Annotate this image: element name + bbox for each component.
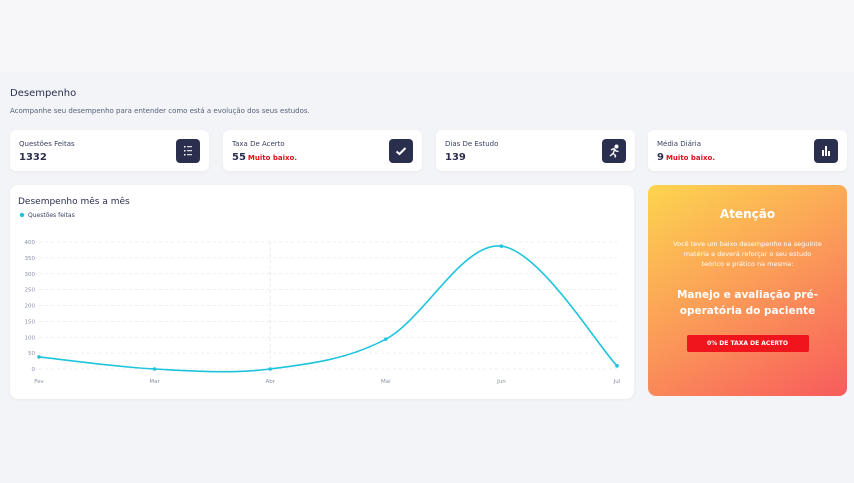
stat-value: 139 <box>445 152 466 163</box>
stat-number: 1332 <box>19 152 47 163</box>
data-point <box>615 364 619 368</box>
y-tick-label: 250 <box>25 288 36 294</box>
stat-number: 55 <box>232 152 246 163</box>
list-icon <box>176 139 200 163</box>
x-tick-label: Abr <box>265 379 275 385</box>
stat-note: Muito baixo. <box>247 154 297 162</box>
top-band <box>0 0 854 72</box>
chart: Desempenho mês a mês Questões feitas 0 50 1… <box>18 196 621 385</box>
stat-value: 1332 <box>19 152 47 163</box>
data-point <box>152 367 157 371</box>
stat-number: 139 <box>445 152 466 163</box>
alert-title: Atenção <box>719 207 776 221</box>
stat-value: 55 Muito baixo. <box>232 152 297 163</box>
y-tick-label: 300 <box>25 272 36 278</box>
stat-note: Muito baixo. <box>665 154 716 162</box>
data-point <box>499 244 504 248</box>
page-title: Desempenho <box>10 88 77 99</box>
run-icon <box>602 139 626 163</box>
stat-label: Dias De Estudo <box>445 140 499 148</box>
x-tick-label: Fev <box>34 379 44 385</box>
x-tick-label: Mar <box>149 379 160 385</box>
bars-icon <box>814 139 838 163</box>
stat-card: Média Diária 9 Muito baixo. <box>648 130 847 171</box>
x-tick-label: Mai <box>381 379 391 385</box>
alert-text: Você teve um baixo desempenho na seguint… <box>673 240 822 268</box>
alert-button[interactable]: 0% DE TAXA DE ACERTO <box>686 335 809 352</box>
data-point <box>268 367 273 371</box>
x-tick-label: Jul <box>613 379 621 385</box>
chart-card: Desempenho mês a mês Questões feitas 0 50 1… <box>10 185 634 399</box>
stat-number: 9 <box>657 152 664 163</box>
stat-label: Taxa De Acerto <box>232 140 285 148</box>
check-icon <box>389 139 413 163</box>
alert-card: Atenção Você teve um baixo desempenho na… <box>648 185 847 396</box>
y-tick-label: 200 <box>25 304 36 310</box>
data-point <box>37 355 41 359</box>
chart-title: Desempenho mês a mês <box>18 196 130 207</box>
y-tick-label: 350 <box>25 256 36 262</box>
y-tick-label: 400 <box>25 240 36 246</box>
y-tick-label: 150 <box>25 319 36 325</box>
y-tick-label: 100 <box>25 335 36 341</box>
stat-value: 9 Muito baixo. <box>657 152 715 163</box>
y-tick-label: 0 <box>32 367 36 373</box>
stat-card: Taxa De Acerto 55 Muito baixo. <box>223 130 422 171</box>
x-tick-label: Jun <box>496 379 506 385</box>
stat-label: Questões Feitas <box>19 140 75 148</box>
stat-card: Questões Feitas 1332 <box>10 130 209 171</box>
data-point <box>384 337 388 341</box>
series-line <box>38 245 618 373</box>
y-tick-label: 50 <box>28 351 35 357</box>
stat-card: Dias De Estudo 139 <box>436 130 635 171</box>
legend-dot <box>19 212 25 218</box>
stat-label: Média Diária <box>657 140 701 148</box>
alert-subject: Manejo e avaliação pré-operatória do pac… <box>676 289 819 317</box>
legend-label: Questões feitas <box>28 212 75 219</box>
page-subtitle: Acompanhe seu desempenho para entender c… <box>10 107 310 115</box>
